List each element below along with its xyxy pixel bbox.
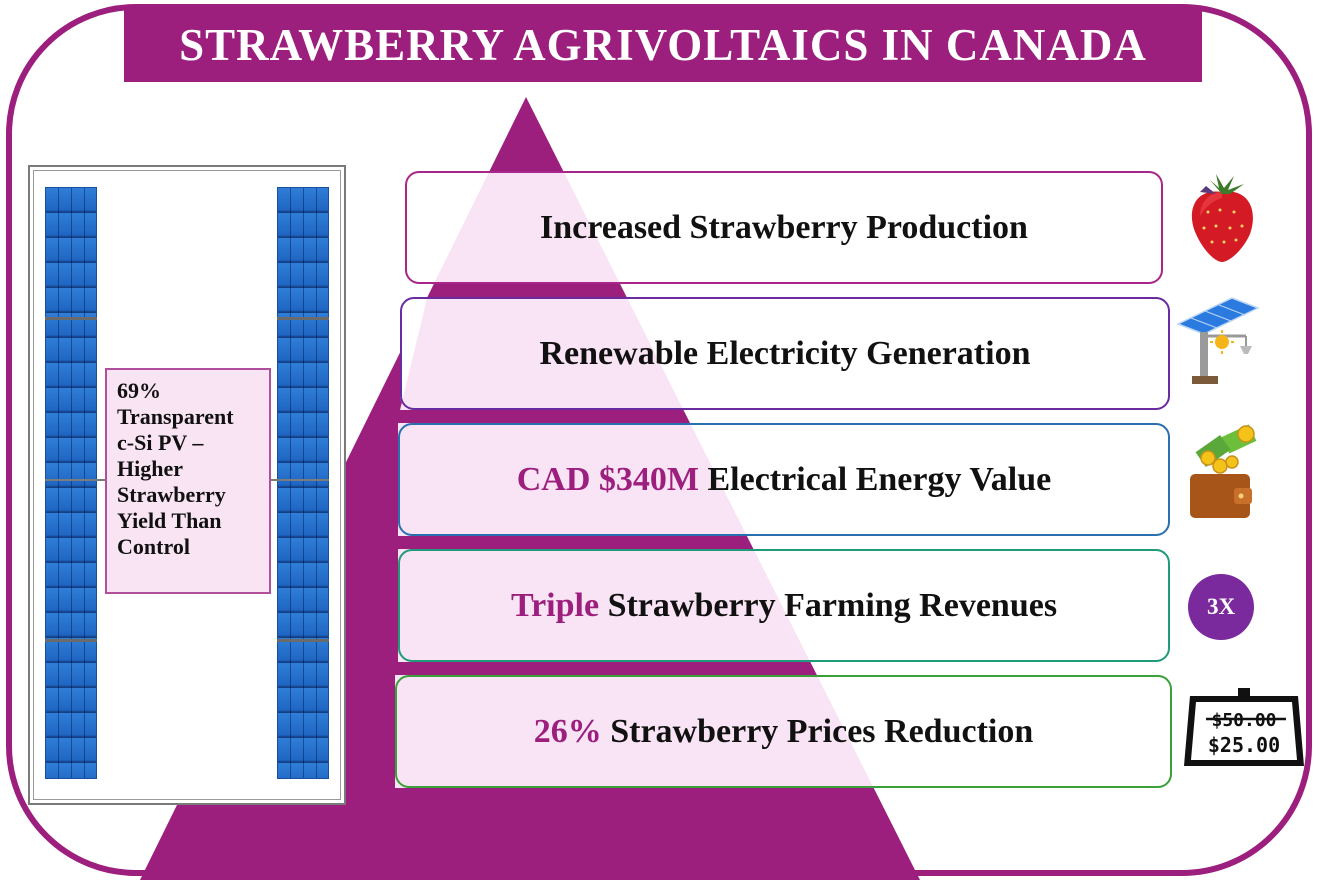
pv-label: 69% Transparent c-Si PV – Higher Strawbe… [105,368,271,594]
solar-panel-icon [1176,297,1260,384]
benefit-band: CAD $340M Electrical Energy Value [398,423,1170,536]
band-pyramid-fill [433,171,621,284]
new-price: $25.00 [1208,733,1280,757]
benefit-highlight: Triple [510,586,600,624]
price-tag-icon: $50.00 $25.00 [1184,688,1304,766]
band-pyramid-fill [398,549,811,662]
band-pyramid-fill [395,675,874,788]
old-price: $50.00 [1211,710,1276,731]
pv-strip-left [45,187,97,779]
band-pyramid-fill [398,423,747,536]
benefit-label: Renewable Electricity Generation [539,334,1031,372]
benefit-band: Triple Strawberry Farming Revenues [398,549,1170,662]
pv-strip-right [277,187,329,779]
title-text: STRAWBERRY AGRIVOLTAICS IN CANADA [179,20,1147,70]
triple-badge-icon: 3X [1188,574,1254,640]
benefit-label: Strawberry Prices Reduction [601,712,1034,750]
title-bar: STRAWBERRY AGRIVOLTAICS IN CANADA [124,8,1202,82]
pv-seam [45,317,97,320]
benefit-label: Strawberry Farming Revenues [599,586,1058,624]
benefit-band: Renewable Electricity Generation [400,297,1170,410]
benefit-band: 26% Strawberry Prices Reduction [395,675,1172,788]
benefit-label: Increased Strawberry Production [540,208,1028,246]
pv-seam [277,317,329,320]
benefit-band: Increased Strawberry Production [405,171,1163,284]
pv-array-illustration [28,165,346,805]
pv-seam [45,639,97,642]
strawberry-icon [1191,174,1253,262]
benefit-text: Increased Strawberry Production [540,209,1028,247]
wallet-money-icon [1190,424,1257,518]
benefit-label: Electrical Energy Value [699,460,1052,498]
benefit-text: CAD $340M Electrical Energy Value [517,461,1052,499]
benefit-highlight: 26% [533,712,602,750]
benefit-highlight: CAD $340M [516,460,699,498]
band-pyramid-fill [400,297,684,410]
benefit-text: Renewable Electricity Generation [540,335,1031,373]
pv-seam [277,639,329,642]
benefit-text: Triple Strawberry Farming Revenues [511,587,1057,625]
benefit-text: 26% Strawberry Prices Reduction [534,713,1034,751]
